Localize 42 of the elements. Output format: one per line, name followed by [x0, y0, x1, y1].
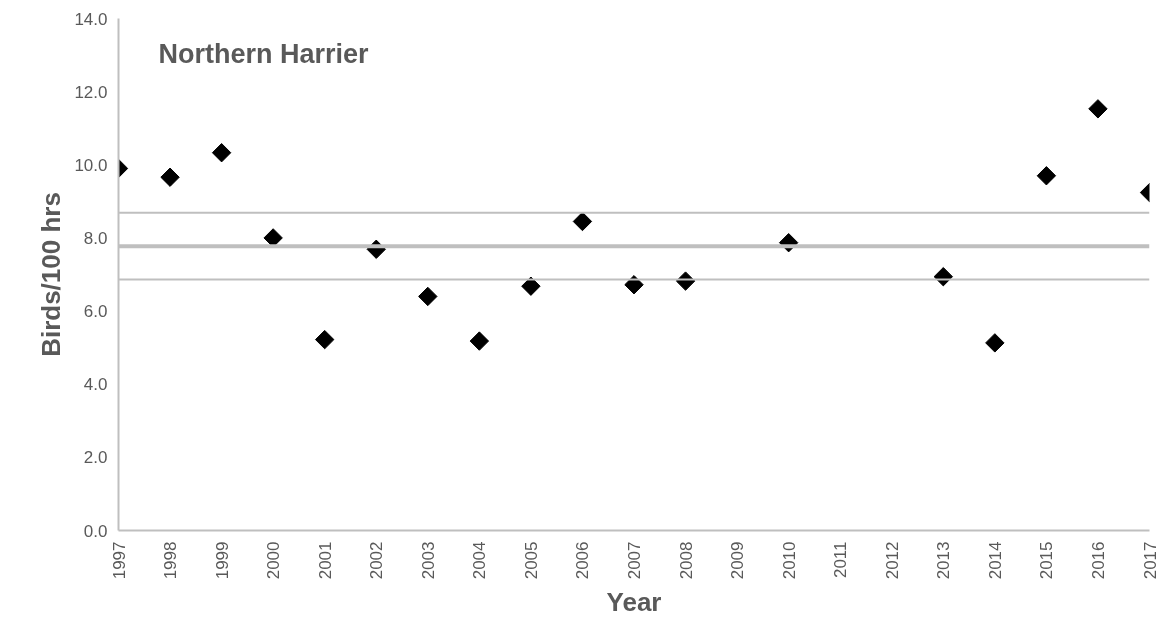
x-tick-label: 2016 — [1088, 541, 1108, 580]
x-tick-label: 2014 — [985, 541, 1005, 580]
x-tick-label: 2013 — [934, 541, 954, 580]
point — [211, 143, 232, 163]
point — [572, 211, 593, 232]
y-tick-label: 0.0 — [83, 521, 108, 541]
x-tick-label: 2004 — [470, 541, 490, 580]
point — [521, 276, 541, 296]
point — [469, 331, 490, 351]
y-tick-label: 8.0 — [83, 228, 108, 248]
x-tick-label: 2005 — [521, 541, 541, 580]
x-tick-label: 2006 — [573, 541, 593, 580]
text: Northern Harrier — [158, 38, 370, 69]
x-tick-label: 1997 — [109, 541, 129, 580]
y-tick-label: 12.0 — [74, 82, 108, 102]
x-tick-label: 2009 — [728, 541, 748, 580]
point — [1088, 99, 1108, 119]
x-tick-label: 2007 — [625, 541, 644, 580]
x-tick-label: 2012 — [882, 541, 902, 580]
x-tick-label: 2008 — [676, 541, 696, 580]
x-axis-title: Year — [606, 587, 662, 618]
x-tick-label: 2010 — [779, 541, 799, 580]
x-tick-label: 2015 — [1037, 541, 1057, 580]
x-tick-label: 2017 — [1140, 541, 1160, 580]
y-tick-label: 2.0 — [83, 448, 108, 468]
x-tick-label: 2011 — [831, 541, 851, 579]
y-tick-label: 14.0 — [74, 9, 108, 29]
y-tick-label: 4.0 — [83, 375, 108, 395]
y-tick-label: 10.0 — [74, 155, 108, 175]
point — [160, 167, 180, 187]
x-tick-label: 1998 — [161, 541, 181, 580]
y-tick-label: 6.0 — [83, 302, 108, 322]
x-tick-label: 2001 — [315, 541, 335, 580]
point — [985, 333, 1005, 353]
x-tick-label: 2000 — [264, 541, 284, 580]
point — [315, 329, 335, 350]
y-axis-title: Birds/100 hrs — [36, 192, 67, 357]
x-tick-label: 1999 — [212, 541, 232, 580]
point — [418, 286, 438, 307]
x-tick-label: 2003 — [418, 541, 438, 580]
point — [1036, 166, 1057, 186]
x-tick-label: 2002 — [367, 541, 387, 580]
